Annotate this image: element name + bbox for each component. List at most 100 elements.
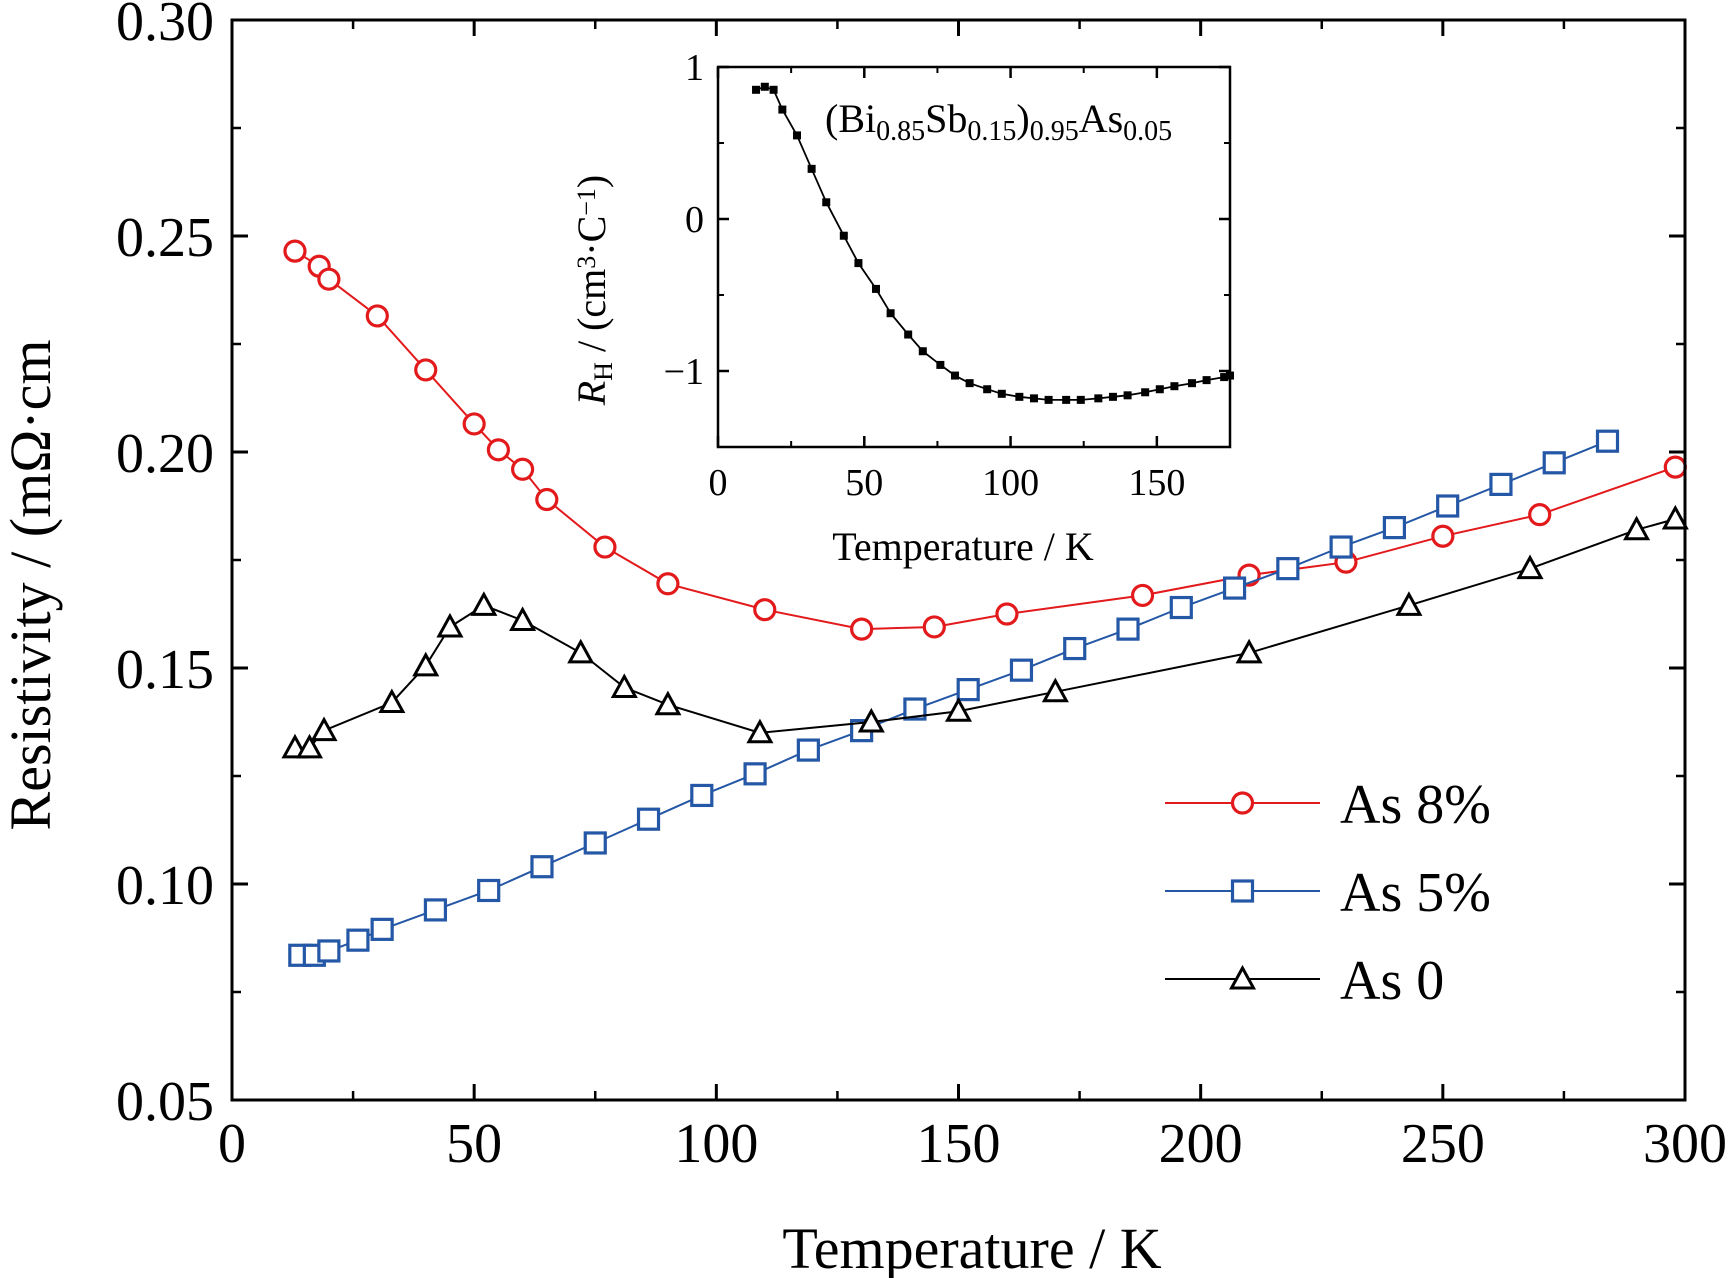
series-as-8-point-2 <box>317 267 341 291</box>
inset-series-hall-coefficient-point-10 <box>886 309 895 318</box>
legend: As 8% As 5% As 0 <box>1165 774 1491 1012</box>
main-y-axis-label: Resistivity / (mΩ·cm <box>0 340 63 831</box>
series-as-0-point-14 <box>1041 677 1069 703</box>
inset-series-hall-coefficient <box>752 82 1234 404</box>
series-as-5-point-7 <box>530 855 554 879</box>
main-y-tick-label: 0.10 <box>116 855 214 917</box>
inset-series-hall-coefficient-point-26 <box>1141 388 1150 397</box>
inset-series-hall-coefficient-point-31 <box>1220 373 1229 382</box>
series-as-5-point-23 <box>1382 515 1407 540</box>
series-as-5-point-22 <box>1329 535 1353 559</box>
series-as-5-point-15 <box>956 677 980 702</box>
series-as-5-point-20 <box>1222 576 1247 600</box>
inset-ylabel-part: ) <box>569 175 614 188</box>
inset-series-hall-coefficient-point-19 <box>1029 394 1038 403</box>
inset-series-hall-coefficient-point-5 <box>807 164 816 173</box>
series-as-5-point-26 <box>1542 451 1566 475</box>
legend-as-8-point-marker <box>1230 791 1255 815</box>
main-x-tick-label: 0 <box>218 1113 246 1175</box>
series-as-0-point-3 <box>378 688 406 714</box>
series-as-0-point-11 <box>746 718 774 744</box>
inset-series-hall-coefficient-point-15 <box>965 379 974 388</box>
inset-series-hall-coefficient-point-13 <box>936 360 945 369</box>
main-x-tick-label: 250 <box>1401 1113 1485 1175</box>
main-x-tick-label: 150 <box>917 1113 1001 1175</box>
series-as-8-point-14 <box>995 602 1019 626</box>
series-as-5-point-21 <box>1276 557 1300 581</box>
series-as-5-point-8 <box>583 831 607 855</box>
inset-series-hall-coefficient-point-0 <box>752 85 761 94</box>
series-as-8-point-4 <box>414 358 438 382</box>
series-as-5-point-27 <box>1595 429 1620 453</box>
inset-series-hall-coefficient-point-24 <box>1108 392 1117 401</box>
inset-ylabel-part: / (cm <box>569 269 614 362</box>
inset-series-hall-coefficient-point-9 <box>871 284 880 293</box>
series-as-5-point-17 <box>1063 636 1087 661</box>
inset-series-hall-coefficient-point-6 <box>822 198 831 207</box>
inset-series-hall-coefficient-point-2 <box>769 85 778 94</box>
series-as-0-point-16 <box>1395 591 1423 616</box>
series-as-5-point-10 <box>690 783 714 808</box>
inset-series-hall-coefficient-point-7 <box>839 231 848 240</box>
series-as-8-point-6 <box>486 438 510 462</box>
series-as-5-point-18 <box>1116 617 1140 641</box>
series-as-5 <box>288 429 1620 967</box>
series-as-8-point-7 <box>510 457 535 481</box>
series-as-0-point-7 <box>509 606 537 631</box>
series-as-0-line <box>295 518 1676 749</box>
inset-title-part: 0.95 <box>1030 116 1079 147</box>
series-as-0-point-6 <box>470 591 498 616</box>
series-as-0-point-12 <box>857 707 885 733</box>
series-as-8-point-10 <box>656 572 680 596</box>
main-series-layer <box>281 239 1689 967</box>
series-as-5-point-3 <box>346 928 370 952</box>
inset-series-hall-coefficient-point-29 <box>1187 379 1196 388</box>
series-as-0-point-15 <box>1235 638 1263 664</box>
inset-ylabel-part: H <box>589 362 618 381</box>
inset-title-part: 0.85 <box>876 116 925 147</box>
series-as-0-point-18 <box>1623 515 1651 541</box>
series-as-8-point-13 <box>922 615 946 639</box>
series-as-5-point-4 <box>370 917 394 941</box>
series-as-8-point-5 <box>462 412 486 436</box>
inset-ylabel-part: R <box>569 381 614 406</box>
inset-series-hall-coefficient-point-28 <box>1170 382 1179 391</box>
legend-as-0-point-marker <box>1228 964 1257 990</box>
inset-x-tick-label: 150 <box>1128 462 1185 504</box>
main-y-tick-label: 0.15 <box>116 639 214 701</box>
legend-as-5-point-marker <box>1230 879 1255 903</box>
inset-series-hall-coefficient-point-27 <box>1155 385 1164 394</box>
inset-series-hall-coefficient-point-4 <box>792 131 801 140</box>
inset-y-tick-label: −1 <box>664 351 704 393</box>
series-as-0-point-4 <box>412 651 440 677</box>
inset-title-part: (Bi <box>825 96 876 141</box>
series-as-0-point-13 <box>944 697 973 722</box>
inset-series-hall-coefficient-point-11 <box>904 330 913 339</box>
series-as-8-point-8 <box>535 487 559 512</box>
legend-as-0: As 0 <box>1165 950 1444 1012</box>
inset-series-hall-coefficient-point-14 <box>950 371 959 380</box>
series-as-0-point-9 <box>610 673 638 698</box>
inset-axes: 0 50 100 150 1 0 −1 <box>664 47 1230 504</box>
inset-series-hall-coefficient-point-18 <box>1015 392 1024 401</box>
inset-ylabel-part: 3 <box>572 256 601 269</box>
series-as-5-point-25 <box>1489 472 1513 496</box>
inset-x-tick-label: 100 <box>982 462 1039 504</box>
inset-y-axis-label: RH / (cm3·C−1) <box>569 175 618 407</box>
series-as-0-point-5 <box>436 612 464 638</box>
series-as-8-point-19 <box>1528 503 1552 527</box>
series-as-8-point-0 <box>283 239 307 263</box>
inset-series-hall-coefficient-point-1 <box>760 82 769 91</box>
main-axes: 0 50 100 150 200 250 3000.050.100.150.200.250.… <box>116 0 1727 1175</box>
main-x-tick-label: 300 <box>1643 1113 1727 1175</box>
inset-x-tick-label: 50 <box>845 462 883 504</box>
inset-ylabel-part: −1 <box>572 188 601 216</box>
legend-as-8: As 8% <box>1165 774 1491 836</box>
inset-background <box>718 67 1230 447</box>
inset-series-hall-coefficient-point-16 <box>983 385 992 394</box>
series-as-0-point-10 <box>654 690 682 716</box>
inset-series-hall-coefficient-point-21 <box>1062 395 1071 404</box>
legend-as-5-label: As 5% <box>1340 862 1491 924</box>
inset-series-layer <box>752 82 1234 404</box>
